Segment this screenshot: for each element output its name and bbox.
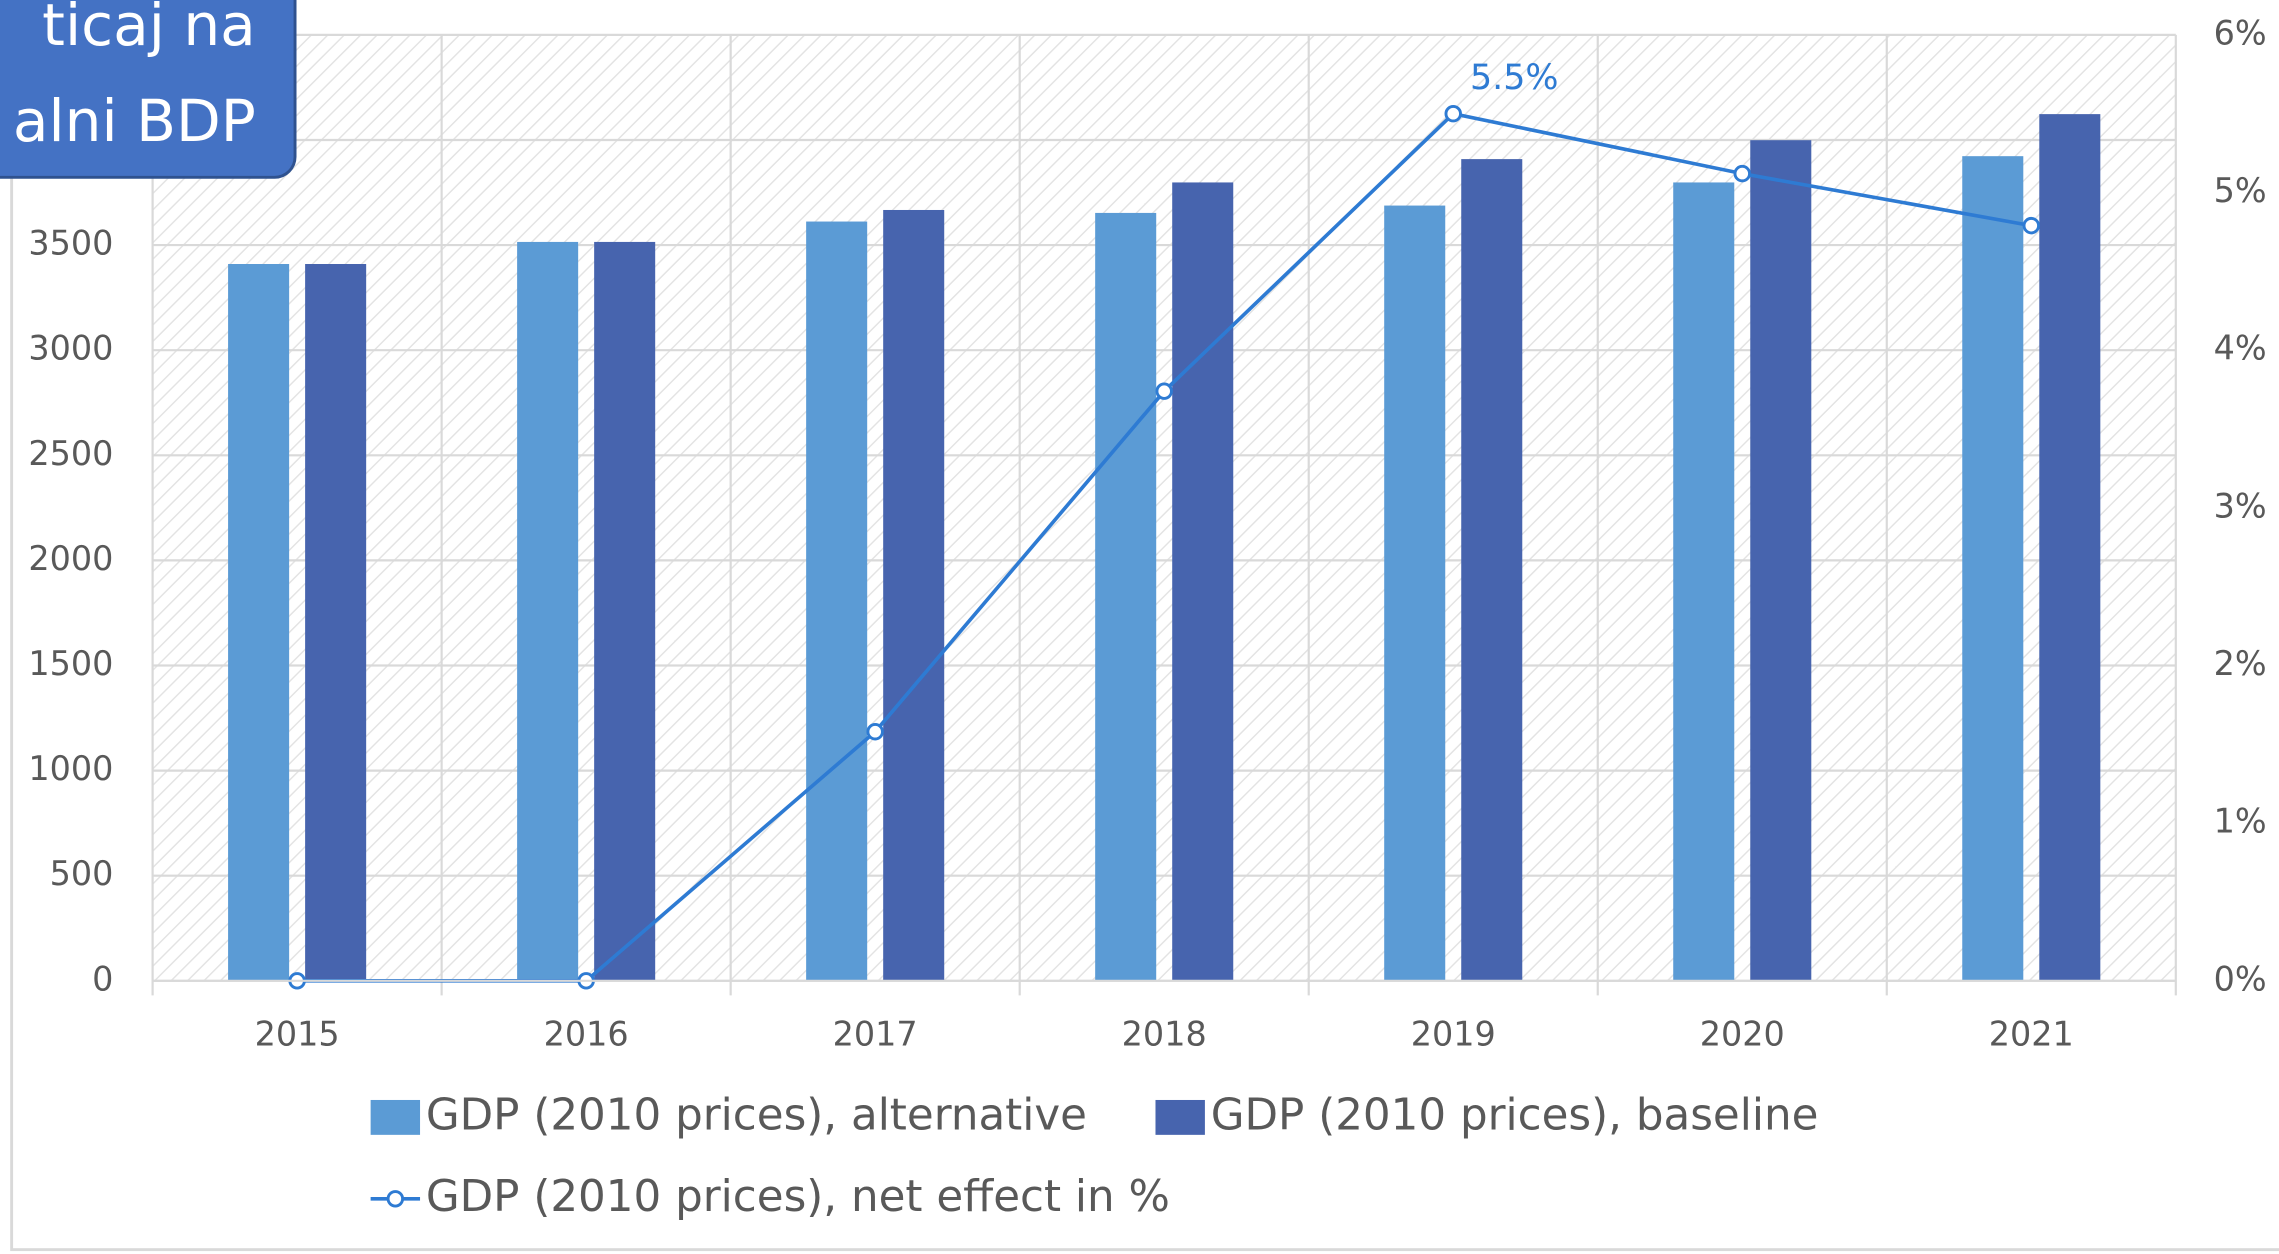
- x-tick-label: 2017: [833, 1015, 918, 1054]
- y-tick-label: 2000: [28, 539, 113, 578]
- bar: [883, 209, 945, 981]
- plot-area: [152, 34, 2176, 981]
- bar: [305, 264, 367, 981]
- y-tick-label: 2500: [28, 434, 113, 473]
- bar: [517, 241, 579, 981]
- y2-tick-label: 0%: [2214, 959, 2267, 998]
- y-tick-label: 1000: [28, 749, 113, 788]
- line-marker: [2022, 216, 2041, 235]
- bar: [594, 241, 656, 981]
- bar: [1750, 140, 1812, 981]
- title-box: [0, 0, 297, 179]
- bar: [1461, 159, 1523, 981]
- y2-tick-label: 3%: [2214, 486, 2267, 525]
- legend-swatch: [1155, 1099, 1205, 1135]
- chart-title: alni BDP: [13, 87, 256, 155]
- bar: [1172, 182, 1234, 981]
- line-marker: [866, 723, 884, 741]
- bar: [806, 221, 868, 981]
- line-marker: [1155, 382, 1173, 400]
- y-tick-label: 500: [50, 854, 114, 893]
- bar: [1384, 205, 1446, 981]
- bar: [1095, 212, 1157, 981]
- x-tick-label: 2019: [1411, 1015, 1496, 1054]
- legend-label: GDP (2010 prices), alternative: [426, 1090, 1087, 1140]
- x-tick-label: 2021: [1989, 1015, 2074, 1054]
- chart-title: ticaj na: [42, 0, 256, 59]
- y2-tick-label: 6%: [2214, 13, 2267, 52]
- x-tick-label: 2020: [1700, 1015, 1785, 1054]
- legend-marker: [386, 1190, 405, 1208]
- legend-label: GDP (2010 prices), net effect in %: [426, 1172, 1170, 1222]
- y-tick-label: 3500: [28, 224, 113, 263]
- line-marker: [1444, 104, 1462, 123]
- x-tick-label: 2016: [544, 1015, 629, 1054]
- line-marker: [1733, 164, 1751, 183]
- y-tick-label: 3000: [28, 329, 113, 368]
- bar: [2039, 114, 2101, 981]
- y2-tick-label: 1%: [2214, 802, 2267, 841]
- x-tick-label: 2015: [255, 1015, 340, 1054]
- y-tick-label: 1500: [28, 644, 113, 683]
- legend-swatch: [370, 1099, 421, 1135]
- legend-label: GDP (2010 prices), baseline: [1211, 1090, 1819, 1140]
- x-tick-label: 2018: [1122, 1015, 1207, 1054]
- y2-tick-label: 2%: [2214, 644, 2267, 683]
- y-tick-label: 0: [92, 959, 113, 998]
- bar: [228, 264, 290, 981]
- y2-tick-label: 4%: [2214, 329, 2267, 368]
- data-label: 5.5%: [1470, 58, 1559, 98]
- bar: [1673, 182, 1735, 981]
- bar: [1962, 156, 2024, 981]
- y2-tick-label: 5%: [2214, 171, 2267, 210]
